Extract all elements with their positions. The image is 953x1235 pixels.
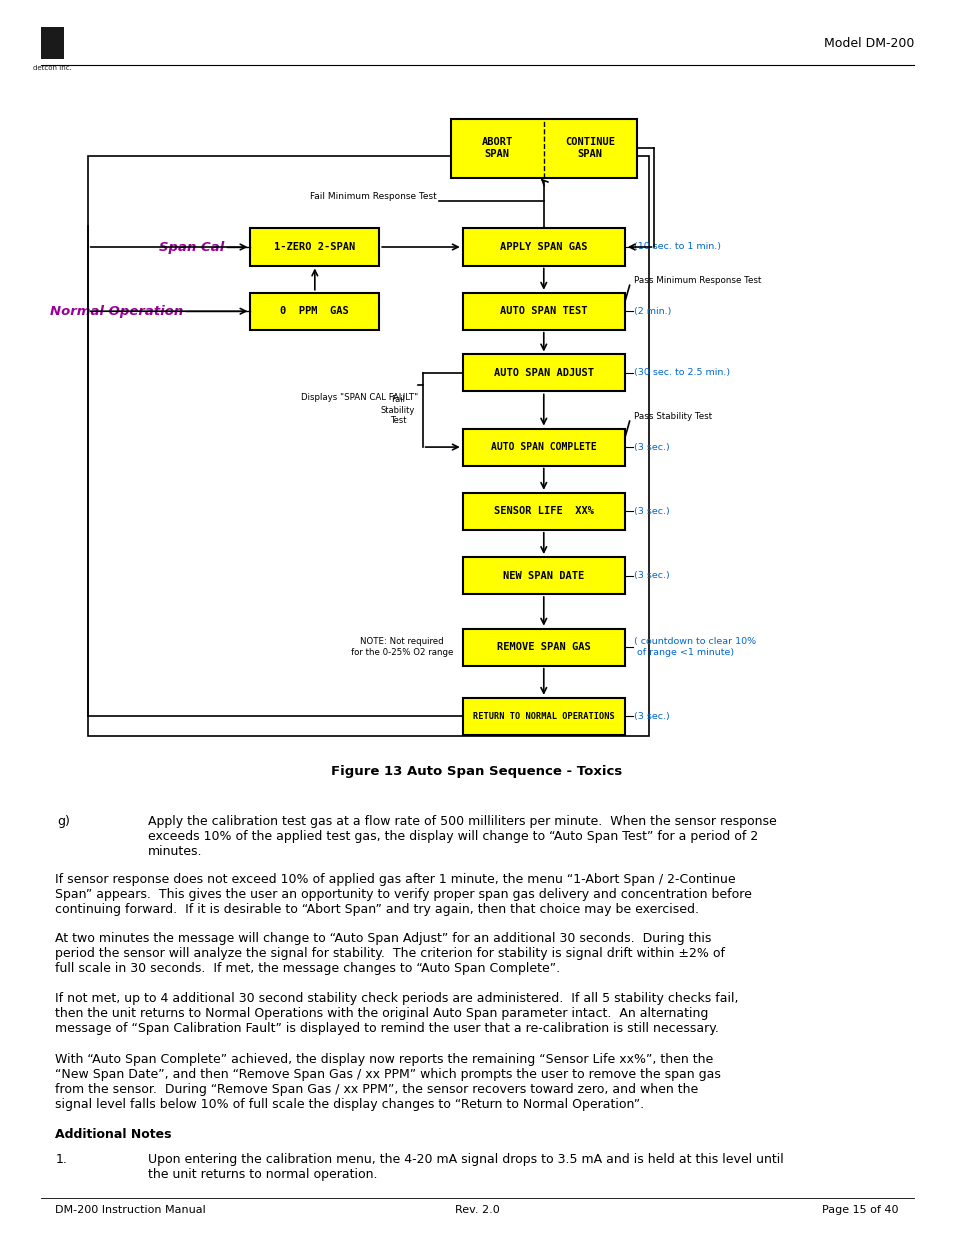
Text: APPLY SPAN GAS: APPLY SPAN GAS (499, 242, 587, 252)
Text: Displays "SPAN CAL FAULT": Displays "SPAN CAL FAULT" (300, 393, 417, 401)
Text: Fail
Stability
Test: Fail Stability Test (380, 395, 415, 425)
Bar (250, 228, 379, 266)
Text: Normal Operation: Normal Operation (50, 305, 183, 317)
Text: AUTO SPAN COMPLETE: AUTO SPAN COMPLETE (491, 442, 596, 452)
Text: SENSOR LIFE  XX%: SENSOR LIFE XX% (494, 506, 593, 516)
Bar (462, 354, 624, 391)
Text: Model DM-200: Model DM-200 (822, 37, 913, 49)
Text: NEW SPAN DATE: NEW SPAN DATE (502, 571, 584, 580)
Text: Pass Minimum Response Test: Pass Minimum Response Test (634, 277, 761, 285)
Text: If not met, up to 4 additional 30 second stability check periods are administere: If not met, up to 4 additional 30 second… (55, 992, 738, 1035)
Bar (41, 27, 64, 59)
Text: Apply the calibration test gas at a flow rate of 500 milliliters per minute.  Wh: Apply the calibration test gas at a flow… (148, 815, 776, 858)
Text: 1.: 1. (55, 1153, 67, 1167)
Text: Span Cal: Span Cal (159, 241, 224, 253)
Text: At two minutes the message will change to “Auto Span Adjust” for an additional 3: At two minutes the message will change t… (55, 932, 724, 976)
Text: Rev. 2.0: Rev. 2.0 (455, 1205, 498, 1215)
Text: Upon entering the calibration menu, the 4-20 mA signal drops to 3.5 mA and is he: Upon entering the calibration menu, the … (148, 1153, 782, 1182)
Text: (3 sec.): (3 sec.) (634, 711, 669, 721)
Text: RETURN TO NORMAL OPERATIONS: RETURN TO NORMAL OPERATIONS (473, 711, 614, 721)
Bar (462, 293, 624, 330)
Text: AUTO SPAN TEST: AUTO SPAN TEST (499, 306, 587, 316)
Bar (462, 493, 624, 530)
Text: detcon inc.: detcon inc. (33, 65, 71, 72)
Text: NOTE: Not required
for the 0-25% O2 range: NOTE: Not required for the 0-25% O2 rang… (351, 637, 453, 657)
Bar (462, 698, 624, 735)
Text: (3 sec.): (3 sec.) (634, 442, 669, 452)
Text: If sensor response does not exceed 10% of applied gas after 1 minute, the menu “: If sensor response does not exceed 10% o… (55, 873, 751, 916)
Text: With “Auto Span Complete” achieved, the display now reports the remaining “Senso: With “Auto Span Complete” achieved, the … (55, 1053, 720, 1112)
Bar (462, 557, 624, 594)
Text: (3 sec.): (3 sec.) (634, 506, 669, 516)
Text: Page 15 of 40: Page 15 of 40 (821, 1205, 898, 1215)
Text: CONTINUE
SPAN: CONTINUE SPAN (565, 137, 615, 159)
Text: Additional Notes: Additional Notes (55, 1128, 172, 1141)
Text: Figure 13 Auto Span Sequence - Toxics: Figure 13 Auto Span Sequence - Toxics (331, 766, 622, 778)
Bar (88, 156, 648, 736)
Text: 1-ZERO 2-SPAN: 1-ZERO 2-SPAN (274, 242, 355, 252)
Bar (462, 429, 624, 466)
Text: 0  PPM  GAS: 0 PPM GAS (280, 306, 349, 316)
Text: g): g) (57, 815, 70, 829)
Bar (462, 629, 624, 666)
Text: (30 sec. to 2.5 min.): (30 sec. to 2.5 min.) (634, 368, 730, 378)
Text: Pass Stability Test: Pass Stability Test (634, 412, 712, 421)
Bar (250, 293, 379, 330)
Text: REMOVE SPAN GAS: REMOVE SPAN GAS (497, 642, 590, 652)
Text: AUTO SPAN ADJUST: AUTO SPAN ADJUST (494, 368, 593, 378)
Text: (10 sec. to 1 min.): (10 sec. to 1 min.) (634, 242, 720, 252)
Bar (462, 228, 624, 266)
Text: (3 sec.): (3 sec.) (634, 571, 669, 580)
Text: DM-200 Instruction Manual: DM-200 Instruction Manual (55, 1205, 206, 1215)
Text: (2 min.): (2 min.) (634, 306, 671, 316)
Text: ABORT
SPAN: ABORT SPAN (481, 137, 513, 159)
Text: ( countdown to clear 10%
 of range <1 minute): ( countdown to clear 10% of range <1 min… (634, 637, 756, 657)
Text: Fail Minimum Response Test: Fail Minimum Response Test (310, 193, 436, 201)
Bar (450, 119, 636, 178)
